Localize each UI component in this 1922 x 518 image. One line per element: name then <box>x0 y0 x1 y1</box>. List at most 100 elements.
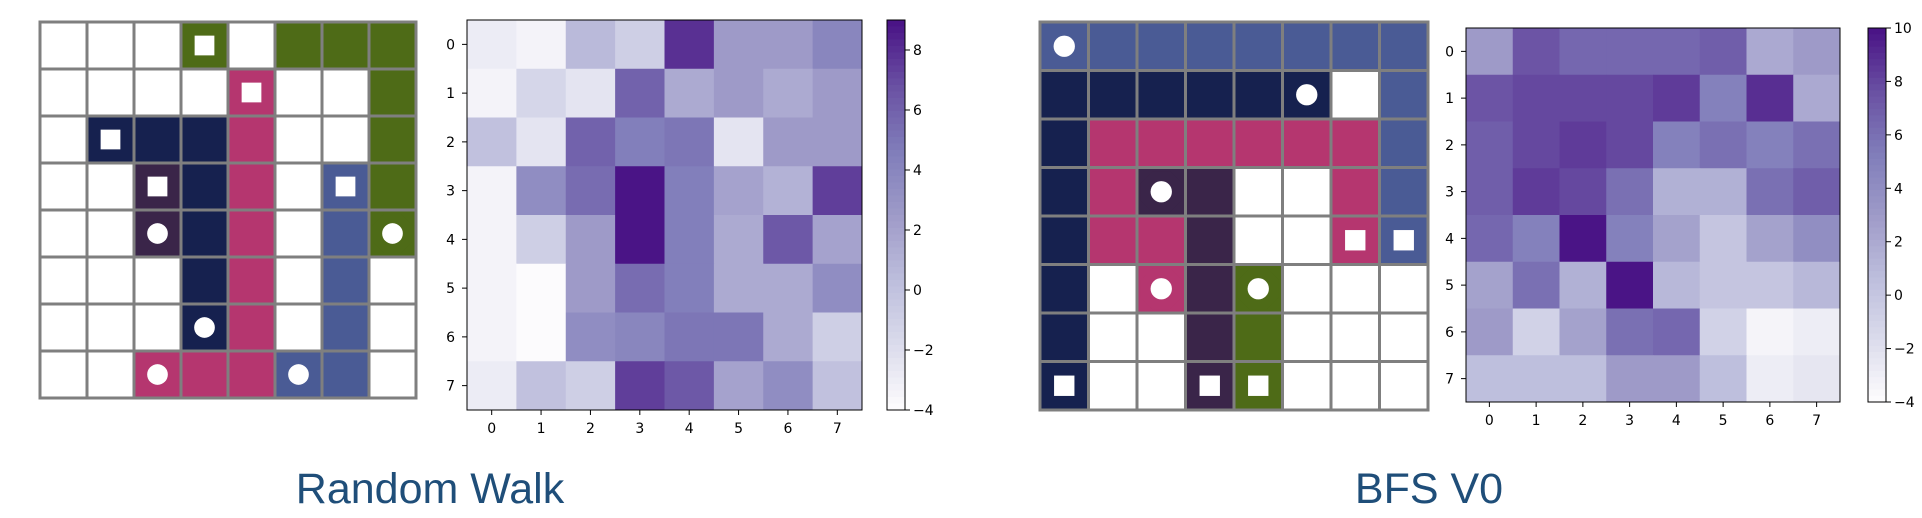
start-square-icon <box>1393 230 1414 251</box>
heatmap-cell <box>1606 355 1654 403</box>
heatmap-cell <box>713 166 764 216</box>
colorbar-segment <box>887 59 905 67</box>
colorbar-segment <box>1868 127 1886 135</box>
start-square-icon <box>1199 375 1220 396</box>
maze-cell <box>1281 360 1333 412</box>
heatmap-cell <box>615 166 665 216</box>
y-tick-label: 3 <box>1445 185 1454 201</box>
maze-cell <box>320 114 371 165</box>
x-tick-label: 3 <box>1625 413 1634 429</box>
heatmap-cell <box>1466 168 1514 216</box>
colorbar-segment <box>1868 308 1886 316</box>
colorbar-segment <box>1868 90 1886 98</box>
colorbar-segment <box>887 397 905 405</box>
start-square-icon <box>100 129 121 150</box>
maze-cell <box>273 161 324 212</box>
maze-cell <box>1087 263 1139 315</box>
heatmap-cell <box>763 117 814 167</box>
heatmap-cell <box>713 20 764 70</box>
colorbar-segment <box>1868 239 1886 247</box>
heatmap-cell <box>1699 261 1747 309</box>
y-tick-label: 5 <box>446 281 455 297</box>
colorbar-segment <box>1868 96 1886 104</box>
maze-cell <box>1135 214 1187 266</box>
maze-cell <box>1378 263 1430 315</box>
colorbar-segment <box>1868 102 1886 110</box>
maze-cell <box>226 161 277 212</box>
goal-circle-icon <box>1247 278 1269 300</box>
heatmap-cell <box>812 20 863 70</box>
heatmap-cell <box>1746 261 1794 309</box>
heatmap-cell <box>467 166 517 216</box>
colorbar-segment <box>1868 215 1886 222</box>
heatmap-cell <box>467 312 517 362</box>
colorbar-segment <box>1868 115 1886 123</box>
heatmap-cell <box>1466 121 1514 169</box>
heatmap-cell <box>713 263 764 313</box>
maze-cell <box>1329 311 1381 363</box>
heatmap-cell <box>1653 308 1701 356</box>
colorbar-segment <box>887 46 905 54</box>
maze-cell <box>1232 69 1284 121</box>
heatmap-cell <box>1512 168 1560 216</box>
y-tick-label: 3 <box>446 184 455 200</box>
heatmap-cell <box>1466 308 1514 356</box>
colorbar-segment <box>887 85 905 93</box>
colorbar-segment <box>887 208 905 216</box>
heatmap-cell <box>1746 308 1794 356</box>
heatmap-cell <box>763 312 814 362</box>
colorbar-segment <box>887 150 905 158</box>
x-tick-label: 1 <box>537 421 546 437</box>
maze-cell <box>273 114 324 165</box>
maze-cell <box>1038 69 1090 121</box>
colorbar-segment <box>1868 289 1886 297</box>
maze-cell <box>226 114 277 165</box>
maze-cell <box>1184 20 1236 72</box>
x-tick-label: 4 <box>685 421 694 437</box>
colorbar-segment <box>887 189 905 197</box>
maze-cell <box>320 67 371 118</box>
maze-cell <box>1038 117 1090 169</box>
maze-cell <box>1135 311 1187 363</box>
colorbar-segment <box>1868 34 1886 42</box>
maze-cell <box>226 302 277 353</box>
colorbar: 8 6 4 2 0 −2 −4 <box>886 19 934 419</box>
maze-cell <box>1378 166 1430 218</box>
colorbar-tick-label: 2 <box>1894 235 1903 251</box>
heatmap-cell <box>1699 168 1747 216</box>
colorbar-segment <box>887 176 905 184</box>
maze-cell <box>179 114 230 165</box>
colorbar-segment <box>1868 296 1886 303</box>
colorbar-segment <box>887 169 905 177</box>
maze-cell <box>85 349 136 400</box>
colorbar-segment <box>887 312 905 320</box>
start-square-icon <box>194 35 215 56</box>
colorbar-segment <box>1868 202 1886 210</box>
maze-cell <box>367 302 418 353</box>
maze-cell <box>226 349 277 400</box>
y-tick-label: 4 <box>446 232 455 248</box>
heatmap-cell <box>1746 215 1794 263</box>
colorbar-segment <box>887 273 905 281</box>
colorbar-tick-label: −2 <box>1894 342 1915 358</box>
colorbar-segment <box>1868 165 1886 172</box>
colorbar-segment <box>887 65 905 73</box>
colorbar-tick-label: 4 <box>1894 181 1903 197</box>
colorbar-segment <box>887 33 905 41</box>
heatmap-cell <box>812 361 863 411</box>
goal-circle-icon <box>382 223 403 244</box>
heatmap-cell <box>1512 261 1560 309</box>
colorbar-segment <box>887 195 905 203</box>
colorbar-segment <box>1868 208 1886 216</box>
heatmap-cell <box>763 263 814 313</box>
colorbar-segment <box>887 358 905 366</box>
heatmap-cell <box>1559 28 1607 76</box>
colorbar-segment <box>1868 65 1886 73</box>
colorbar-segment <box>1868 121 1886 129</box>
maze-cell <box>1281 214 1333 266</box>
colorbar-tick-label: −4 <box>913 403 934 419</box>
maze-cell <box>1232 311 1284 363</box>
colorbar-segment <box>887 338 905 346</box>
maze-cell <box>179 349 230 400</box>
x-tick-label: 5 <box>1719 413 1728 429</box>
